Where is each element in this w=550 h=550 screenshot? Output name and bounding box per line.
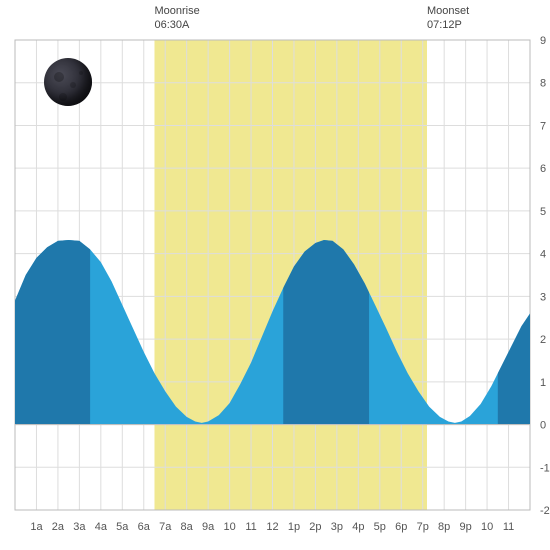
y-tick-label: 2 [540, 334, 546, 346]
x-tick-label: 1p [288, 521, 300, 533]
y-tick-label: -1 [540, 462, 550, 474]
moon-phase-icon [44, 58, 92, 106]
x-tick-label: 2p [309, 521, 321, 533]
moonrise-label: Moonrise [154, 5, 199, 17]
x-tick-label: 4p [352, 521, 364, 533]
x-tick-label: 6p [395, 521, 407, 533]
y-tick-label: 8 [540, 78, 546, 90]
y-tick-label: 6 [540, 163, 546, 175]
x-tick-label: 11 [245, 521, 256, 533]
x-tick-label: 11 [503, 521, 514, 533]
y-tick-label: 3 [540, 291, 546, 303]
x-tick-label: 6a [138, 521, 151, 533]
tide-chart: 1a2a3a4a5a6a7a8a9a1011121p2p3p4p5p6p7p8p… [0, 0, 550, 550]
x-tick-label: 5a [116, 521, 129, 533]
moonrise-time: 06:30A [154, 19, 190, 31]
x-tick-label: 10 [223, 521, 235, 533]
x-tick-label: 1a [30, 521, 43, 533]
y-tick-label: 4 [540, 249, 546, 261]
y-tick-label: 7 [540, 120, 546, 132]
x-tick-label: 10 [481, 521, 493, 533]
y-tick-label: 0 [540, 420, 546, 432]
moonset-label: Moonset [427, 5, 469, 17]
y-tick-label: 1 [540, 377, 546, 389]
x-tick-label: 7a [159, 521, 172, 533]
x-tick-label: 4a [95, 521, 108, 533]
moonset-time: 07:12P [427, 19, 462, 31]
x-tick-label: 12 [266, 521, 278, 533]
x-tick-label: 9a [202, 521, 215, 533]
y-tick-label: 9 [540, 35, 546, 47]
y-tick-label: 5 [540, 206, 546, 218]
x-tick-label: 8a [181, 521, 194, 533]
y-tick-label: -2 [540, 505, 550, 517]
x-tick-label: 8p [438, 521, 450, 533]
x-tick-label: 5p [374, 521, 386, 533]
x-tick-label: 2a [52, 521, 65, 533]
x-tick-label: 7p [417, 521, 429, 533]
x-tick-label: 3a [73, 521, 86, 533]
x-tick-label: 3p [331, 521, 343, 533]
x-tick-label: 9p [460, 521, 472, 533]
